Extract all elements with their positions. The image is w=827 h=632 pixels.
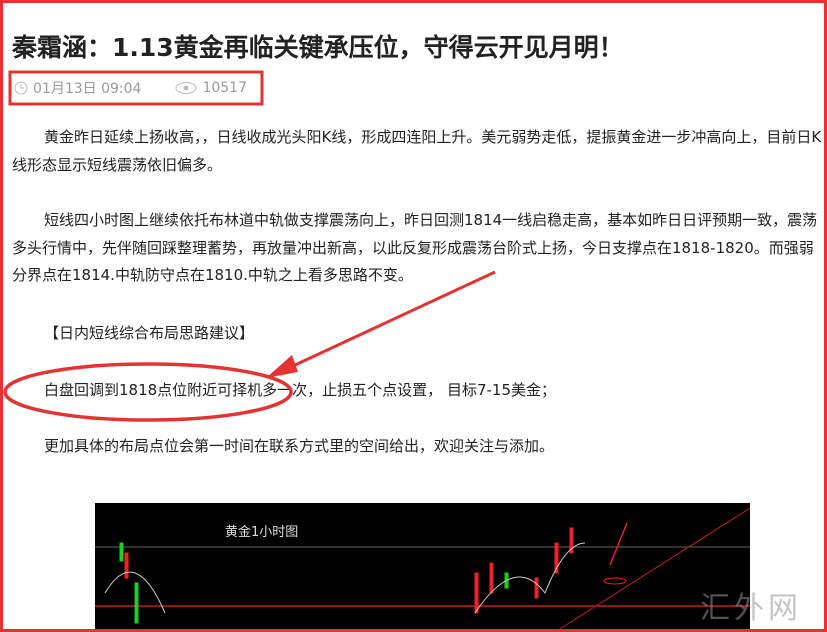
meta: 01月13日 09:04 10517 — [14, 78, 247, 98]
paragraph: 白盘回调到1818点位附近可择机多一次，止损五个点设置， 目标7-15美金； — [44, 381, 556, 399]
article-title: 秦霜涵：1.13黄金再临关键承压位，守得云开见月明！ — [12, 33, 624, 62]
views-text: 10517 — [202, 80, 247, 96]
paragraph: 短线四小时图上继续依托布林道中轨做支撑震荡向上，昨日回测1814一线启稳走高，基… — [12, 211, 818, 284]
chart-image: 黄金1小时图 — [95, 503, 750, 632]
watermark: 汇外网 — [700, 591, 802, 626]
eye-icon — [175, 82, 197, 94]
paragraph: 【日内短线综合布局思路建议】 — [44, 324, 255, 342]
paragraph: 黄金昨日延续上扬收高，，日线收成光头阳K线，形成四连阳上升。美元弱势走低，提振黄… — [12, 128, 822, 174]
chart-drawing — [95, 507, 750, 632]
datetime-text: 01月13日 09:04 — [33, 81, 142, 97]
paragraph: 更加具体的布局点位会第一时间在联系方式里的空间给出，欢迎关注与添加。 — [44, 437, 555, 455]
figure-caption: 黄金1小时图 — [225, 525, 299, 540]
views: 10517 — [175, 80, 247, 96]
clock-icon — [14, 81, 28, 95]
datetime: 01月13日 09:04 — [14, 78, 141, 98]
